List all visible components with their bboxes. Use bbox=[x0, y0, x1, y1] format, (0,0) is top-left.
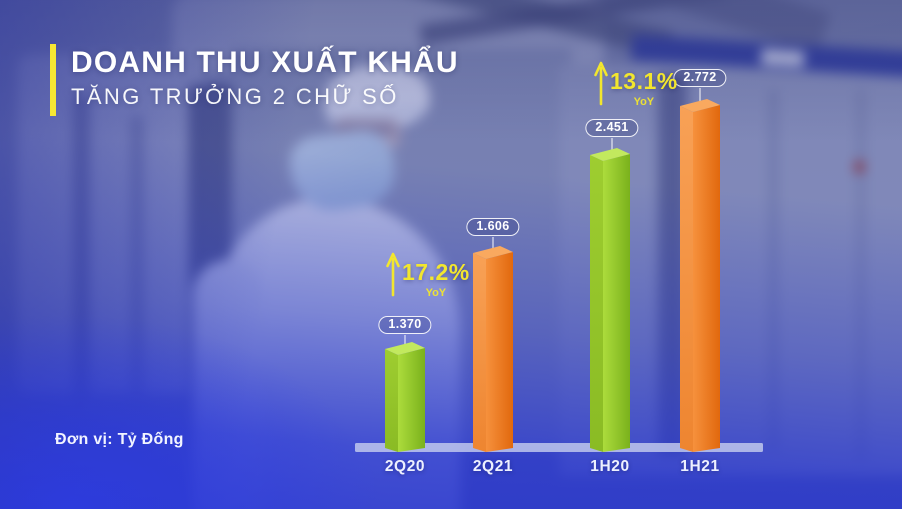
bar-front-face bbox=[398, 348, 425, 452]
bar-front-face bbox=[693, 105, 720, 452]
bar-2Q21 bbox=[473, 246, 513, 452]
unit-label: Đơn vị: Tỷ Đống bbox=[55, 431, 184, 448]
bar-1H21 bbox=[680, 99, 720, 452]
bar-side-face bbox=[473, 253, 486, 452]
value-pill-2Q21: 1.606 bbox=[466, 218, 520, 236]
up-arrow-icon bbox=[386, 252, 400, 297]
bar-side-face bbox=[680, 106, 693, 452]
growth-annotation: 17.2% YoY bbox=[386, 251, 470, 299]
page-title: DOANH THU XUẤT KHẨU bbox=[71, 46, 459, 79]
bar-side-face bbox=[385, 349, 398, 452]
category-label-2Q20: 2Q20 bbox=[384, 458, 426, 475]
annotation-value: 13.1% bbox=[610, 68, 678, 94]
annotation-yoy-label: YoY bbox=[425, 287, 447, 299]
value-pill-1H20: 2.451 bbox=[585, 119, 639, 137]
growth-annotation: 13.1% YoY bbox=[594, 60, 678, 108]
annotation-yoy-label: YoY bbox=[633, 96, 655, 108]
value-pill-1H21: 2.772 bbox=[673, 69, 727, 87]
annotation-value: 17.2% bbox=[402, 259, 470, 285]
category-label-1H21: 1H21 bbox=[680, 458, 720, 475]
header-text: DOANH THU XUẤT KHẨU TĂNG TRƯỞNG 2 CHỮ SỐ bbox=[71, 44, 459, 116]
bar-1H20 bbox=[590, 148, 630, 452]
bar-side-face bbox=[590, 155, 603, 452]
bar-front-face bbox=[486, 252, 513, 452]
bar-2Q20 bbox=[385, 342, 425, 452]
category-label-2Q21: 2Q21 bbox=[472, 458, 514, 475]
bar-front-face bbox=[603, 154, 630, 452]
up-arrow-icon bbox=[594, 61, 608, 106]
category-label-1H20: 1H20 bbox=[590, 458, 630, 475]
value-pill-2Q20: 1.370 bbox=[378, 316, 432, 334]
accent-bar bbox=[50, 44, 56, 116]
page-subtitle: TĂNG TRƯỞNG 2 CHỮ SỐ bbox=[71, 84, 399, 109]
header: DOANH THU XUẤT KHẨU TĂNG TRƯỞNG 2 CHỮ SỐ bbox=[50, 44, 459, 116]
